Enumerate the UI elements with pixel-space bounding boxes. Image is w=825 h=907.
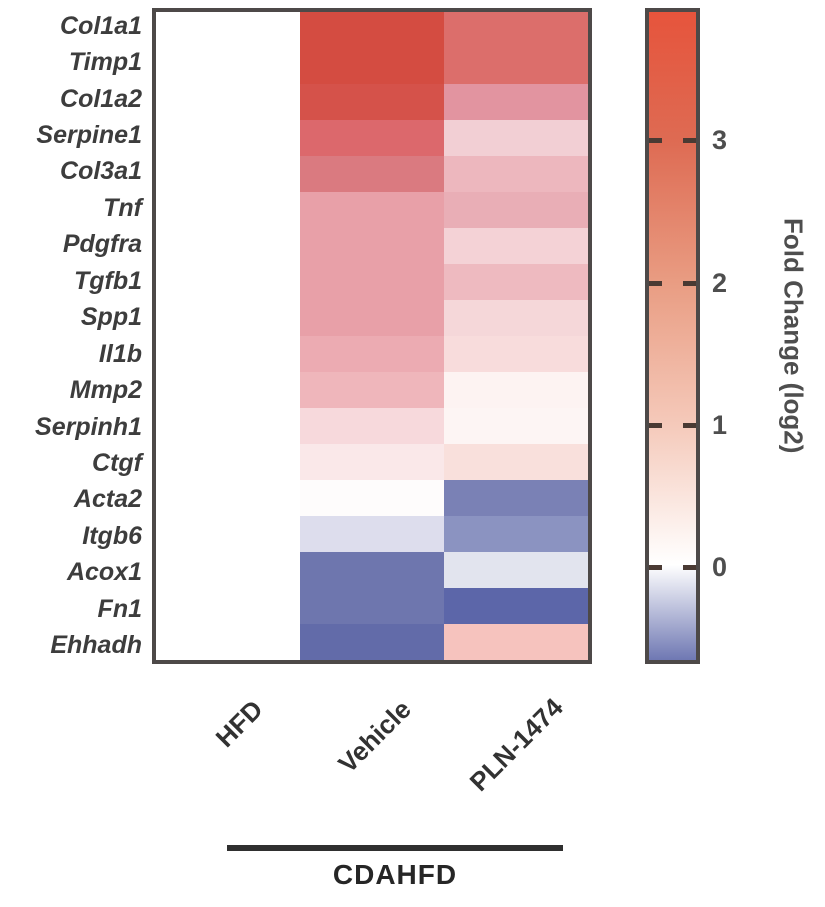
gene-labels: Col1a1 Timp1 Col1a2 Serpine1 Col3a1 Tnf Pdgfra… [0, 8, 142, 664]
colorbar-axis-label-wrap: Fold Change (log2) [768, 8, 818, 664]
heatmap-cell [444, 552, 588, 588]
colorbar [645, 8, 700, 664]
group-underline [227, 845, 563, 851]
heatmap-cell [444, 156, 588, 192]
colorbar-tick-label: 3 [712, 125, 728, 156]
heatmap-cell [156, 588, 300, 624]
heatmap-cell [444, 336, 588, 372]
colorbar-tick [683, 423, 696, 428]
row-label: Ctgf [92, 448, 142, 477]
row-label: Acta2 [73, 485, 142, 514]
heatmap-cell [156, 372, 300, 408]
colorbar-tick-label: 2 [712, 267, 728, 298]
heatmap-cell [156, 48, 300, 84]
heatmap-cell [444, 12, 588, 48]
colorbar-axis-label: Fold Change (log2) [778, 218, 809, 454]
heatmap-cell [156, 552, 300, 588]
heatmap-cell [300, 84, 444, 120]
column-label: PLN-1474 [463, 692, 569, 798]
row-label: Tnf [103, 193, 142, 222]
row-label: Ehhadh [50, 631, 142, 660]
colorbar-tick [683, 565, 696, 571]
row-label: Col3a1 [60, 157, 142, 186]
heatmap-cell [156, 12, 300, 48]
heatmap-cell [300, 120, 444, 156]
heatmap-cell [300, 336, 444, 372]
heatmap-cell [444, 444, 588, 480]
heatmap-cell [444, 588, 588, 624]
row-label: Serpine1 [36, 121, 142, 150]
heatmap-cell [300, 300, 444, 336]
heatmap-cell [300, 408, 444, 444]
row-label: Acox1 [66, 558, 142, 587]
heatmap-cell [300, 624, 444, 660]
heatmap-cell [300, 372, 444, 408]
colorbar-tick-label: 1 [712, 410, 728, 440]
row-label: Mmp2 [69, 376, 142, 405]
column-label: Vehicle [332, 694, 418, 779]
heatmap-cell [156, 516, 300, 552]
heatmap-cell [156, 120, 300, 156]
heatmap-cell [444, 264, 588, 300]
heatmap-cell [300, 552, 444, 588]
heatmap-cell [444, 300, 588, 336]
heatmap-cell [444, 192, 588, 228]
heatmap-cell [300, 588, 444, 624]
colorbar-tick [649, 565, 662, 571]
heatmap-cell [156, 408, 300, 444]
heatmap-cell [300, 192, 444, 228]
colorbar-tick [683, 280, 696, 286]
heatmap-cell [444, 480, 588, 516]
heatmap-cell [156, 84, 300, 120]
heatmap-grid [152, 8, 592, 664]
heatmap-cell [300, 264, 444, 300]
row-label: Tgfb1 [73, 266, 142, 295]
column-label: HFD [209, 694, 269, 753]
heatmap-cell [156, 480, 300, 516]
heatmap-cell [444, 84, 588, 120]
colorbar-tick [649, 138, 662, 144]
row-label: Il1b [98, 339, 142, 368]
heatmap-cell [156, 336, 300, 372]
heatmap-cell [156, 624, 300, 660]
row-label: Itgb6 [82, 521, 142, 550]
heatmap-cell [444, 372, 588, 408]
group-label: CDAHFD [332, 859, 458, 890]
colorbar-tick [683, 138, 696, 144]
heatmap-cell [300, 516, 444, 552]
heatmap-cell [300, 156, 444, 192]
colorbar-tick [649, 423, 662, 428]
heatmap-cell [444, 624, 588, 660]
heatmap-cell [444, 48, 588, 84]
row-label: Timp1 [68, 48, 142, 77]
row-label: Serpinh1 [35, 412, 142, 441]
heatmap-cell [444, 516, 588, 552]
heatmap-cell [300, 480, 444, 516]
heatmap-cell [444, 228, 588, 264]
heatmap-cell [156, 156, 300, 192]
row-label: Fn1 [97, 594, 142, 623]
heatmap-cell [156, 300, 300, 336]
heatmap-cell [300, 12, 444, 48]
heatmap-cell [300, 48, 444, 84]
row-label: Col1a1 [60, 11, 142, 40]
heatmap-cell [444, 120, 588, 156]
heatmap-cell [300, 444, 444, 480]
colorbar-tick-label: 0 [712, 552, 728, 583]
row-label: Spp1 [80, 303, 142, 332]
heatmap-cell [300, 228, 444, 264]
row-label: Col1a2 [60, 84, 142, 113]
colorbar-gradient [649, 12, 696, 660]
heatmap-cell [156, 444, 300, 480]
heatmap-cell [156, 228, 300, 264]
heatmap-cell [156, 264, 300, 300]
heatmap-cell [156, 192, 300, 228]
row-label: Pdgfra [62, 230, 142, 259]
heatmap-cell [444, 408, 588, 444]
colorbar-tick [649, 280, 662, 286]
